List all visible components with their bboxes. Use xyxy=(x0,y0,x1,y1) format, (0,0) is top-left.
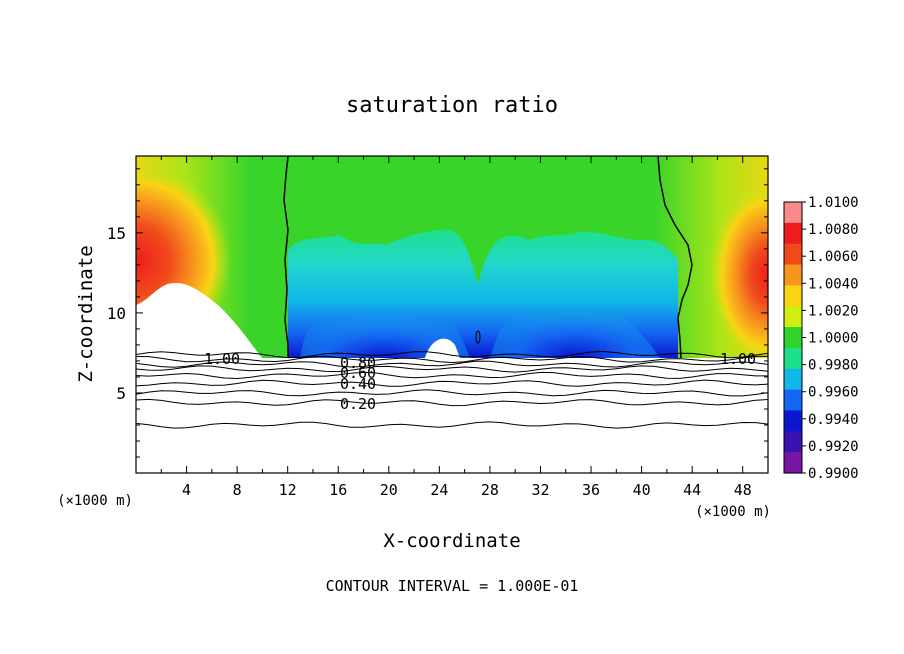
colorbar-label: 1.0000 xyxy=(808,331,859,347)
contour-line xyxy=(136,350,768,359)
colorbar-label: 1.0020 xyxy=(808,303,859,319)
colorbar-label: 0.9900 xyxy=(808,466,859,482)
colorbar-label: 0.9960 xyxy=(808,385,859,401)
colorbar-swatch xyxy=(784,389,802,412)
y-axis-label: Z-coordinate xyxy=(75,245,97,382)
colorbar-label: 1.0100 xyxy=(808,195,859,211)
x-tick-label: 40 xyxy=(633,481,651,499)
contour-line xyxy=(136,389,768,397)
x-tick-label: 12 xyxy=(279,481,297,499)
contour-label-2: 0.80 xyxy=(340,354,376,372)
x-tick-label: 44 xyxy=(683,481,701,499)
contour-line-right-100 xyxy=(657,156,693,359)
colorbar-label: 1.0080 xyxy=(808,222,859,238)
contour-line xyxy=(136,355,768,364)
colorbar-label: 0.9940 xyxy=(808,412,859,428)
deep-blue-right xyxy=(490,287,660,358)
x-tick-label: 16 xyxy=(329,481,347,499)
colorbar-label: 1.0040 xyxy=(808,276,859,292)
colorbar-swatch xyxy=(784,202,802,224)
plot-area xyxy=(136,156,768,473)
x-tick-label: 24 xyxy=(430,481,448,499)
chart-title: saturation ratio xyxy=(346,93,558,118)
contour-label-4: 0.40 xyxy=(340,375,376,393)
contour-interval-note: CONTOUR INTERVAL = 1.000E-01 xyxy=(326,577,579,595)
x-tick-label: 36 xyxy=(582,481,600,499)
bump-24 xyxy=(425,338,460,358)
colorbar-swatch xyxy=(784,347,802,370)
masked-region xyxy=(136,282,262,358)
contour-line xyxy=(136,360,768,368)
y-tick-label: 15 xyxy=(107,224,126,243)
colorbar-swatch xyxy=(784,306,802,328)
x-tick-label: 32 xyxy=(531,481,549,499)
below-cloud-base xyxy=(136,358,768,473)
colorbar: 1.0100 1.0080 1.0060 1.0040 1.0020 1.0000 0.99… xyxy=(783,195,859,482)
y-tick-label: 10 xyxy=(107,304,126,323)
colorbar-label: 0.9980 xyxy=(808,358,859,374)
contour-loop-27 xyxy=(475,330,481,344)
colorbar-swatch xyxy=(784,431,802,453)
colorbar-label: 1.0060 xyxy=(808,249,859,265)
contour-line xyxy=(136,371,768,380)
contour-line xyxy=(136,421,768,429)
x-axis: 4 8 12 16 20 24 28 32 36 40 44 48 xyxy=(160,156,752,499)
y-axis: 5 10 15 xyxy=(107,168,768,458)
contour-line xyxy=(136,398,768,407)
x-tick-label: 8 xyxy=(233,481,242,499)
colorbar-swatch xyxy=(784,368,802,391)
x-tick-label: 20 xyxy=(380,481,398,499)
contour-lines xyxy=(136,350,768,429)
x-axis-label: X-coordinate xyxy=(383,530,520,552)
colorbar-swatch xyxy=(784,410,802,432)
x-tick-label: 28 xyxy=(481,481,499,499)
colorbar-swatch xyxy=(784,222,802,245)
contour-label-3: 0.60 xyxy=(340,364,376,382)
x-unit-right: (×1000 m) xyxy=(695,504,771,520)
contour-line-left-100 xyxy=(283,156,289,358)
contour-line xyxy=(136,365,768,373)
contour-label-1: 1.00 xyxy=(204,350,240,368)
warm-right xyxy=(660,190,768,360)
contour-line xyxy=(136,379,768,387)
y-tick-label: 5 xyxy=(116,384,126,403)
plot-frame xyxy=(135,155,769,474)
contour-label-5: 0.20 xyxy=(340,395,376,413)
x-unit-left: (×1000 m) xyxy=(57,493,133,509)
colorbar-swatch xyxy=(784,452,802,474)
x-tick-label: 4 xyxy=(182,481,191,499)
deep-blue-left xyxy=(300,296,470,358)
colorbar-swatch xyxy=(784,327,802,349)
colorbar-swatch xyxy=(784,285,802,307)
colorbar-swatch xyxy=(784,264,802,286)
colorbar-swatch xyxy=(784,243,802,266)
x-tick-label: 48 xyxy=(734,481,752,499)
colorbar-label: 0.9920 xyxy=(808,439,859,455)
contour-label-6: 1.00 xyxy=(720,350,756,368)
